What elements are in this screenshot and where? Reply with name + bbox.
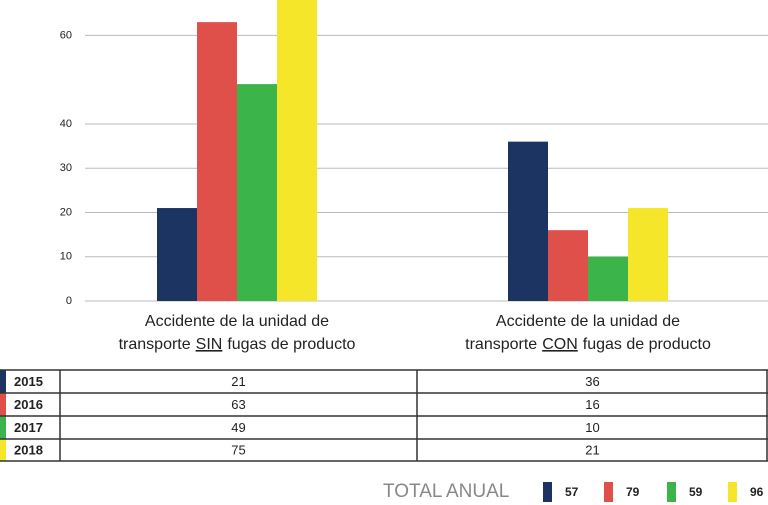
legend-swatch bbox=[604, 482, 613, 502]
legend-total: 96 bbox=[750, 485, 764, 499]
y-tick-label: 20 bbox=[60, 206, 72, 218]
row-swatch bbox=[0, 439, 6, 461]
label-keyword: SIN bbox=[196, 336, 223, 353]
x-tick-label: Accidente de la unidad de bbox=[496, 313, 680, 330]
y-tick-label: 60 bbox=[60, 29, 72, 41]
y-tick-label: 40 bbox=[60, 118, 72, 130]
bar bbox=[508, 141, 548, 301]
y-tick-label: 0 bbox=[66, 295, 72, 307]
bar bbox=[277, 0, 317, 301]
legend-total: 59 bbox=[689, 485, 703, 499]
legend-total: 79 bbox=[626, 485, 640, 499]
table-cell: 21 bbox=[585, 442, 599, 457]
label-part: fugas de producto bbox=[583, 336, 711, 353]
row-swatch bbox=[0, 393, 6, 416]
table-cell: 63 bbox=[231, 397, 245, 412]
row-header: 2017 bbox=[14, 420, 43, 435]
label-part: transporte bbox=[465, 336, 537, 353]
bar bbox=[548, 230, 588, 301]
x-tick-label: transporte CON fugas de producto bbox=[465, 336, 711, 353]
table-cell: 21 bbox=[231, 374, 245, 389]
y-tick-label: 10 bbox=[60, 251, 72, 263]
bar bbox=[157, 208, 197, 301]
legend-swatch bbox=[728, 482, 737, 502]
bar bbox=[237, 84, 277, 302]
legend-swatch bbox=[667, 482, 676, 502]
table-cell: 36 bbox=[585, 374, 599, 389]
table-cell: 49 bbox=[231, 420, 245, 435]
x-tick-label: transporte SIN fugas de producto bbox=[119, 336, 356, 353]
table-cell: 16 bbox=[585, 397, 599, 412]
row-header: 2016 bbox=[14, 397, 43, 412]
row-swatch bbox=[0, 416, 6, 439]
totals-label: TOTAL ANUAL bbox=[383, 481, 509, 502]
bar bbox=[628, 208, 668, 301]
x-tick-label: Accidente de la unidad de bbox=[145, 313, 329, 330]
label-part: fugas de producto bbox=[227, 336, 355, 353]
table-cell: 75 bbox=[231, 442, 245, 457]
bar bbox=[197, 22, 237, 301]
row-header: 2015 bbox=[14, 374, 43, 389]
row-swatch bbox=[0, 370, 6, 393]
y-tick-label: 30 bbox=[60, 162, 72, 174]
label-keyword: CON bbox=[542, 336, 578, 353]
legend-swatch bbox=[543, 482, 552, 502]
legend-total: 57 bbox=[565, 485, 579, 499]
label-part: transporte bbox=[119, 336, 191, 353]
row-header: 2018 bbox=[14, 442, 43, 457]
bar bbox=[588, 256, 628, 301]
table-cell: 10 bbox=[585, 420, 599, 435]
